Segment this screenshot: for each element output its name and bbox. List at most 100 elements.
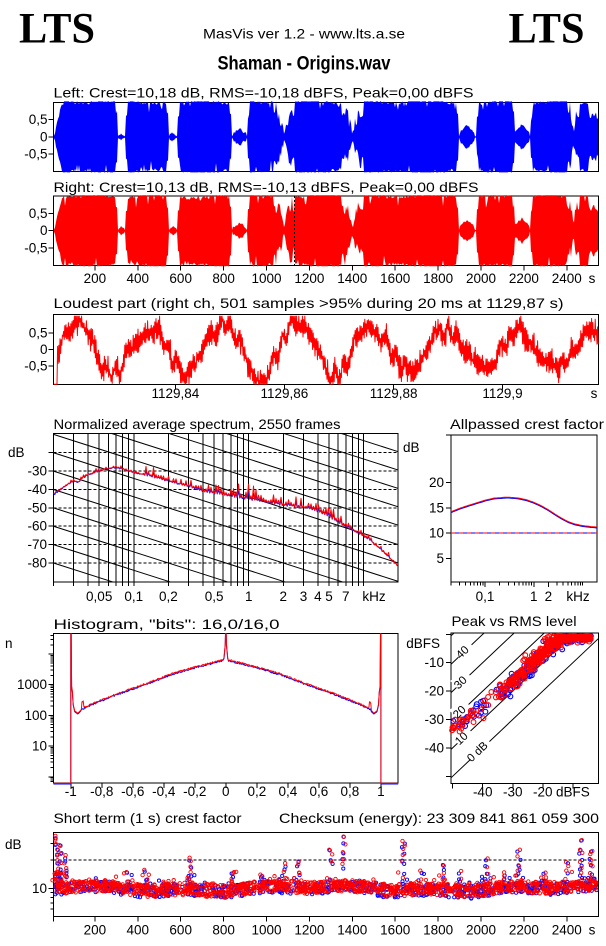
- svg-text:s: s: [589, 271, 596, 286]
- svg-text:0,4: 0,4: [279, 784, 298, 799]
- svg-text:Left: Crest=10,18 dB, RMS=-10,: Left: Crest=10,18 dB, RMS=-10,18 dBFS, P…: [54, 85, 474, 101]
- svg-text:2200: 2200: [509, 923, 539, 938]
- svg-text:3: 3: [300, 589, 308, 604]
- svg-text:200: 200: [84, 271, 107, 286]
- svg-text:-20: -20: [533, 785, 553, 800]
- svg-text:15: 15: [429, 500, 444, 515]
- svg-text:-0,6: -0,6: [121, 784, 144, 799]
- svg-text:-70: -70: [27, 537, 47, 552]
- svg-text:-40: -40: [27, 482, 47, 497]
- svg-text:-80: -80: [27, 556, 47, 571]
- svg-text:-40: -40: [424, 740, 444, 755]
- svg-text:5: 5: [436, 551, 444, 566]
- svg-text:MasVis ver 1.2 - www.lts.a.se: MasVis ver 1.2 - www.lts.a.se: [203, 26, 405, 42]
- svg-text:-0,5: -0,5: [24, 147, 47, 162]
- svg-text:-0,4: -0,4: [152, 784, 176, 799]
- svg-text:7: 7: [342, 589, 350, 604]
- svg-text:-1: -1: [65, 784, 77, 799]
- svg-text:0,5: 0,5: [29, 325, 48, 340]
- svg-text:1: 1: [530, 589, 538, 604]
- svg-text:dB: dB: [403, 440, 420, 455]
- svg-text:2: 2: [545, 589, 553, 604]
- svg-text:n: n: [5, 636, 13, 651]
- svg-text:kHz: kHz: [362, 589, 385, 604]
- svg-text:0,5: 0,5: [205, 589, 224, 604]
- svg-text:-30: -30: [503, 785, 523, 800]
- svg-text:0,5: 0,5: [29, 206, 48, 221]
- svg-text:1000: 1000: [251, 923, 281, 938]
- svg-text:10: 10: [429, 526, 444, 541]
- svg-text:Histogram, "bits": 16,0/16,0: Histogram, "bits": 16,0/16,0: [54, 616, 280, 632]
- svg-text:1800: 1800: [423, 923, 453, 938]
- svg-text:1129,84: 1129,84: [151, 386, 199, 401]
- svg-text:1: 1: [377, 784, 385, 799]
- svg-text:1400: 1400: [337, 271, 367, 286]
- svg-text:600: 600: [169, 271, 192, 286]
- svg-text:0,5: 0,5: [29, 112, 48, 127]
- svg-text:Allpassed crest factor: Allpassed crest factor: [450, 416, 604, 432]
- svg-text:600: 600: [169, 923, 192, 938]
- svg-text:1200: 1200: [294, 271, 324, 286]
- svg-text:200: 200: [84, 923, 107, 938]
- svg-text:dB: dB: [8, 445, 25, 460]
- svg-text:1000: 1000: [17, 677, 47, 692]
- svg-text:LTS: LTS: [19, 5, 95, 53]
- svg-text:s: s: [591, 386, 598, 401]
- svg-text:s: s: [589, 923, 596, 938]
- svg-text:0,8: 0,8: [341, 784, 360, 799]
- svg-text:Loudest part (right ch, 501 sa: Loudest part (right ch, 501 samples >95%…: [54, 295, 564, 311]
- svg-text:LTS: LTS: [509, 5, 585, 53]
- svg-text:0,2: 0,2: [159, 589, 178, 604]
- svg-text:20: 20: [429, 475, 444, 490]
- svg-text:-40: -40: [473, 785, 493, 800]
- svg-text:1129,86: 1129,86: [260, 386, 308, 401]
- svg-text:800: 800: [212, 923, 235, 938]
- svg-text:-20: -20: [424, 684, 444, 699]
- svg-text:2200: 2200: [509, 271, 539, 286]
- svg-text:1800: 1800: [423, 271, 453, 286]
- svg-text:-60: -60: [27, 519, 47, 534]
- svg-text:-0,2: -0,2: [183, 784, 206, 799]
- svg-text:2000: 2000: [466, 923, 496, 938]
- svg-text:Checksum (energy): 23 309 841: Checksum (energy): 23 309 841 861 059 30…: [279, 810, 599, 826]
- svg-text:-0,8: -0,8: [90, 784, 113, 799]
- svg-text:800: 800: [212, 271, 235, 286]
- svg-text:5: 5: [325, 589, 333, 604]
- svg-text:0: 0: [40, 342, 48, 357]
- svg-text:1000: 1000: [251, 271, 281, 286]
- svg-text:-0,5: -0,5: [24, 241, 47, 256]
- svg-text:1: 1: [245, 589, 253, 604]
- svg-text:Peak vs RMS level: Peak vs RMS level: [452, 613, 577, 629]
- svg-text:0,6: 0,6: [310, 784, 329, 799]
- svg-text:0: 0: [222, 784, 230, 799]
- svg-text:Short term (1 s) crest factor: Short term (1 s) crest factor: [54, 810, 242, 826]
- svg-text:0,1: 0,1: [476, 589, 495, 604]
- svg-text:0,2: 0,2: [248, 784, 267, 799]
- svg-text:dB: dB: [5, 837, 22, 852]
- svg-text:-30: -30: [424, 712, 444, 727]
- svg-text:2000: 2000: [466, 271, 496, 286]
- svg-text:1600: 1600: [380, 923, 410, 938]
- svg-text:0: 0: [40, 223, 48, 238]
- svg-text:1200: 1200: [294, 923, 324, 938]
- svg-text:0,1: 0,1: [124, 589, 143, 604]
- svg-text:Shaman - Origins.wav: Shaman - Origins.wav: [218, 53, 391, 75]
- svg-text:-10: -10: [424, 655, 444, 670]
- svg-text:2400: 2400: [552, 923, 582, 938]
- svg-text:1129,88: 1129,88: [370, 386, 418, 401]
- svg-text:400: 400: [127, 923, 150, 938]
- svg-text:kHz: kHz: [566, 589, 589, 604]
- svg-text:Normalized average spectrum, 2: Normalized average spectrum, 2550 frames: [54, 416, 341, 432]
- svg-text:0,05: 0,05: [86, 589, 112, 604]
- svg-text:2400: 2400: [552, 271, 582, 286]
- svg-text:dBFS: dBFS: [406, 636, 440, 651]
- svg-text:400: 400: [127, 271, 150, 286]
- svg-text:4: 4: [314, 589, 322, 604]
- svg-text:1400: 1400: [337, 923, 367, 938]
- svg-text:1129,9: 1129,9: [482, 386, 522, 401]
- svg-text:10: 10: [32, 881, 47, 896]
- svg-text:-30: -30: [27, 464, 47, 479]
- svg-text:100: 100: [24, 708, 47, 723]
- svg-text:0: 0: [40, 129, 48, 144]
- svg-text:1600: 1600: [380, 271, 410, 286]
